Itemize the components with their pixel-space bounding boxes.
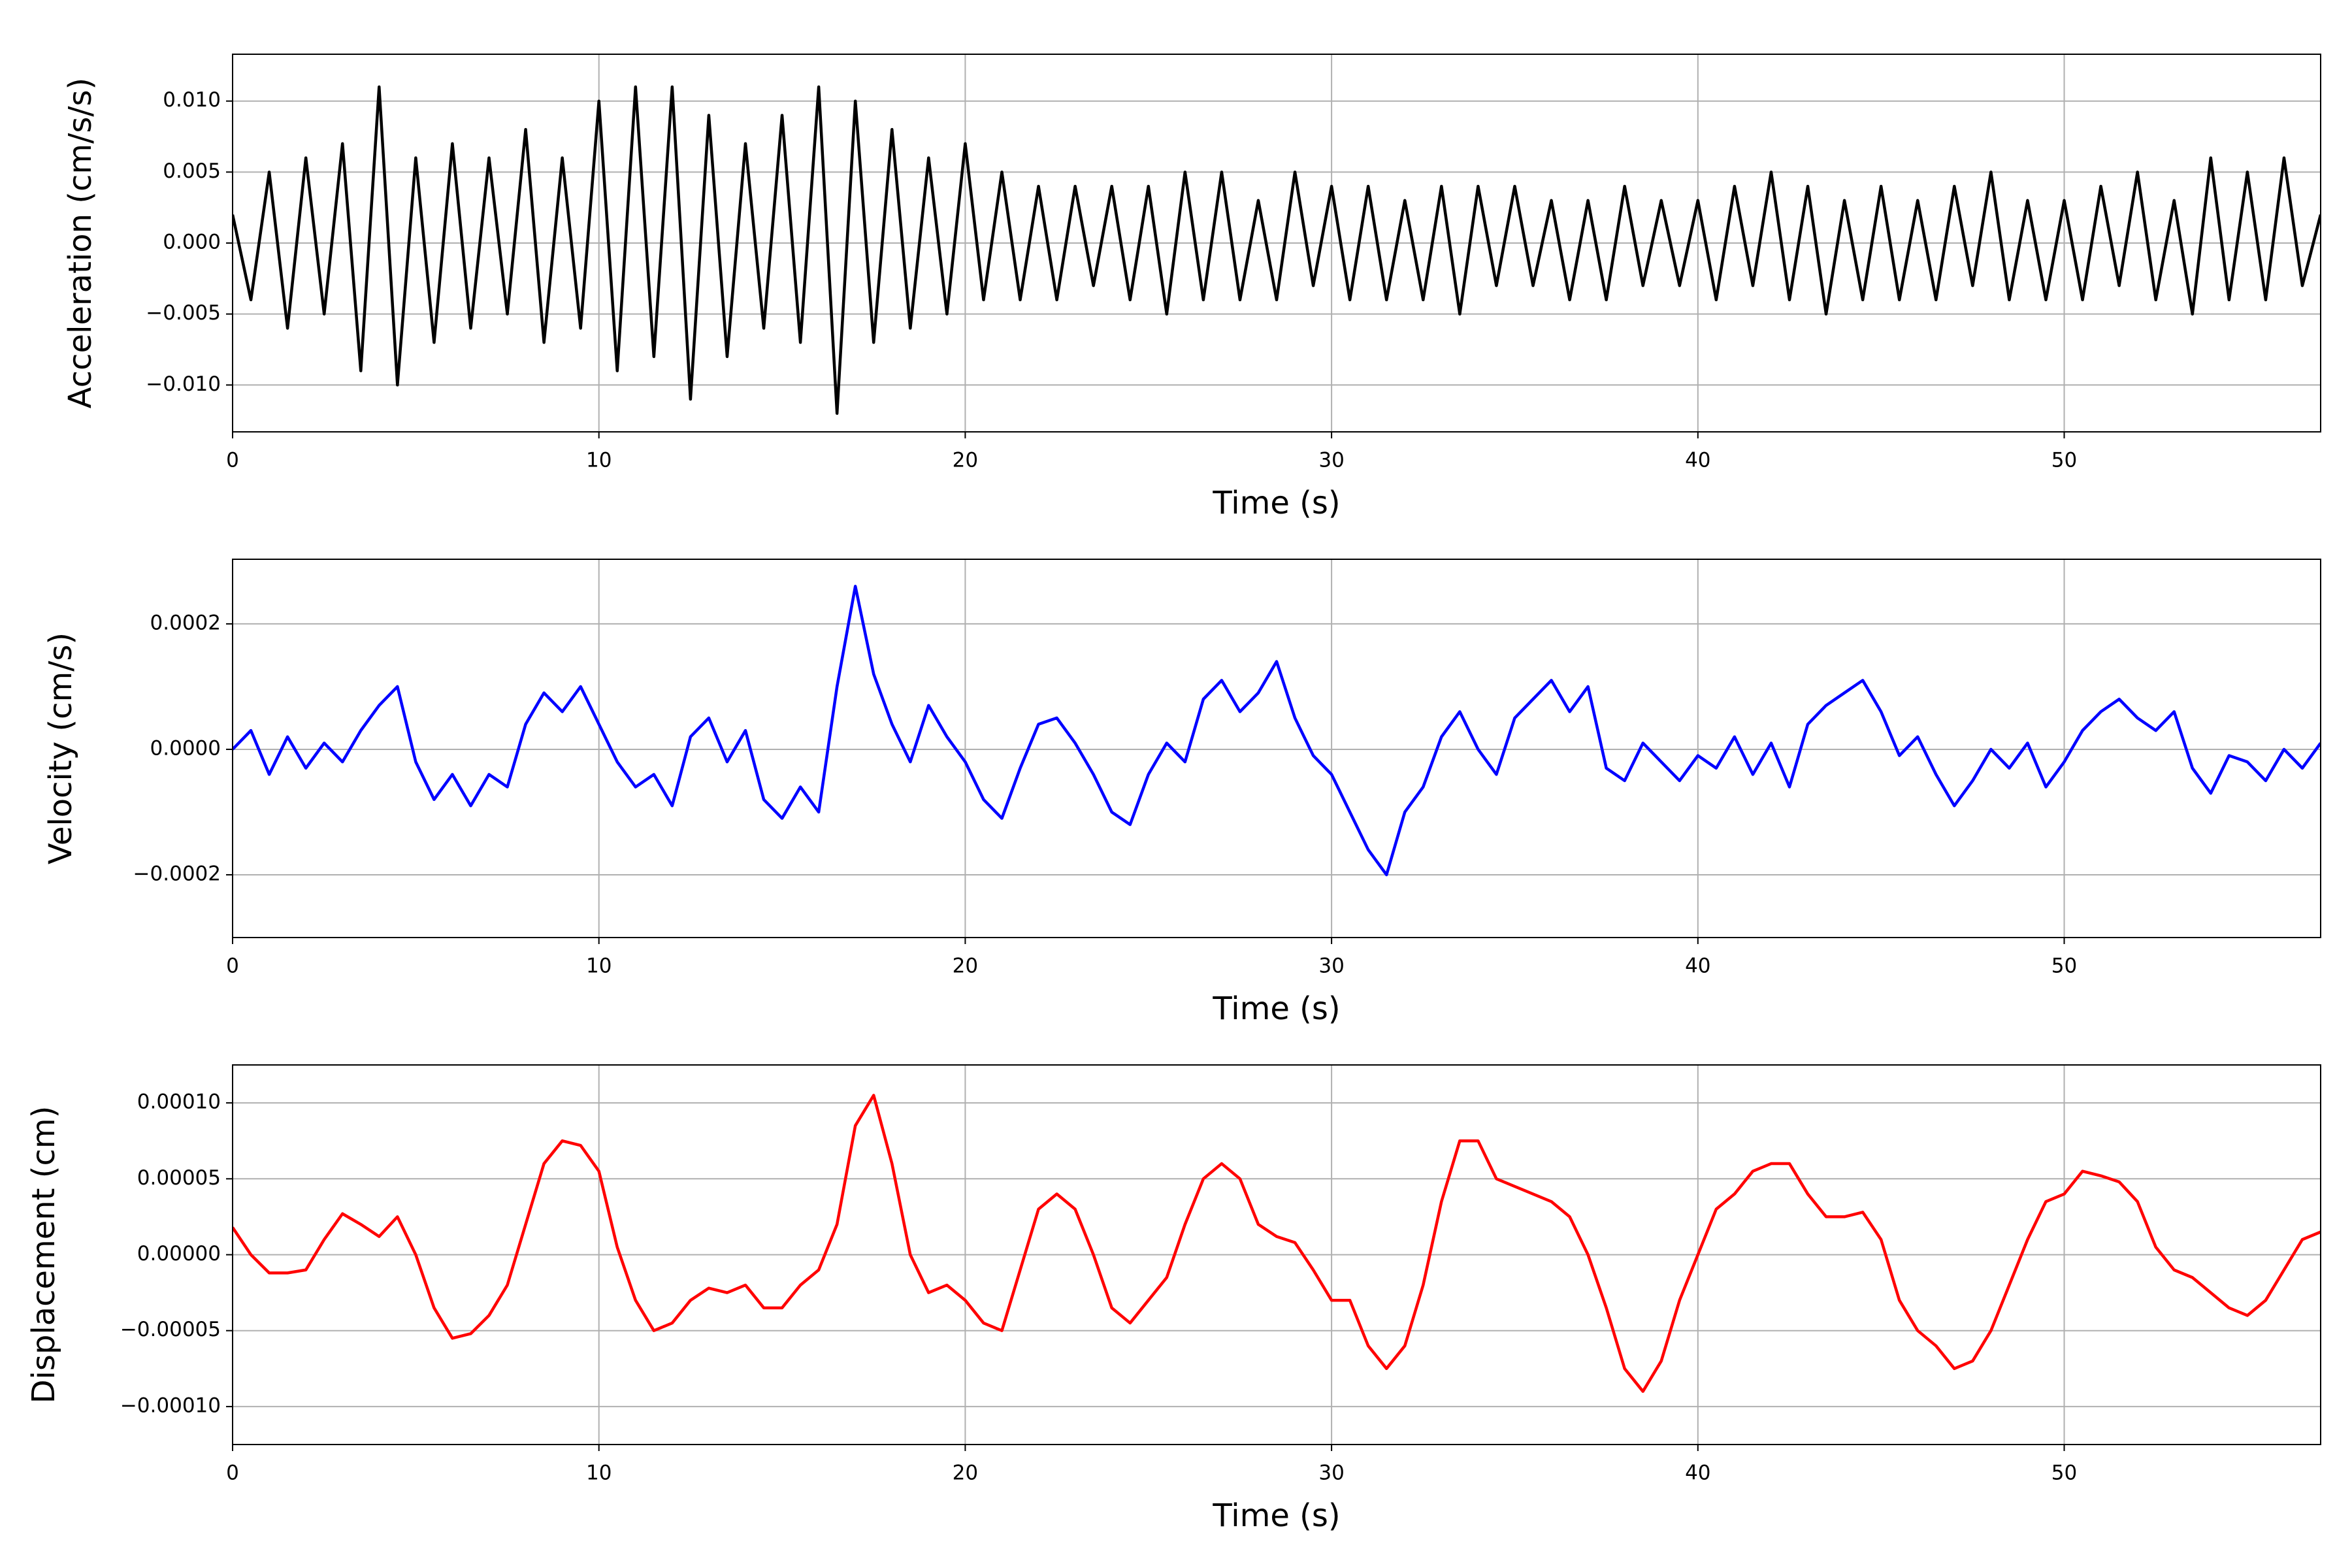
y-tick-label: 0.0002 (150, 611, 221, 634)
x-tick-label: 20 (953, 449, 978, 472)
x-tick-label: 30 (1318, 1462, 1344, 1485)
x-tick-label: 30 (1318, 449, 1344, 472)
x-tick-label: 50 (2051, 449, 2077, 472)
y-tick-label: 0.00005 (137, 1166, 221, 1190)
y-axis-label: Displacement (cm) (25, 1106, 62, 1404)
y-tick-label: 0.0000 (150, 736, 221, 760)
x-tick-label: 40 (1685, 1462, 1710, 1485)
y-tick-label: 0.000 (163, 231, 221, 254)
y-tick-label: 0.005 (163, 159, 221, 183)
y-tick-label: −0.005 (146, 301, 221, 325)
x-tick-label: 10 (586, 1462, 612, 1485)
x-tick-label: 30 (1318, 955, 1344, 978)
y-tick-label: −0.00005 (120, 1318, 221, 1341)
x-tick-label: 20 (953, 1462, 978, 1485)
series-line (233, 585, 2321, 877)
subplot: 0 10 20 30 40 50 −0.00010 −0.00005 0.00000 0.0000… (25, 1064, 2321, 1534)
y-axis-label: Velocity (cm/s) (42, 632, 79, 864)
x-tick-label: 20 (953, 955, 978, 978)
y-axis-label: Acceleration (cm/s/s) (62, 78, 99, 408)
series-line (233, 1094, 2321, 1393)
y-tick-label: −0.0002 (133, 862, 221, 885)
x-tick-label: 0 (226, 1462, 239, 1485)
x-tick-label: 40 (1685, 449, 1710, 472)
x-tick-label: 40 (1685, 955, 1710, 978)
y-tick-label: −0.010 (146, 372, 221, 396)
x-tick-label: 0 (226, 955, 239, 978)
x-axis-label: Time (s) (1212, 1497, 1340, 1534)
x-tick-label: 10 (586, 955, 612, 978)
series-line (233, 85, 2321, 415)
subplot: 0 10 20 30 40 50 −0.010 −0.005 0.000 0.005 0.010 Ti… (62, 54, 2321, 521)
y-tick-label: −0.00010 (120, 1394, 221, 1417)
y-tick-label: 0.00010 (137, 1090, 221, 1114)
axes-frame (232, 559, 2321, 938)
y-tick-label: 0.010 (163, 88, 221, 112)
x-axis-label: Time (s) (1212, 485, 1340, 521)
x-tick-label: 50 (2051, 955, 2077, 978)
x-axis-label: Time (s) (1212, 990, 1340, 1027)
x-tick-label: 10 (586, 449, 612, 472)
x-tick-label: 0 (226, 449, 239, 472)
axes-frame (232, 54, 2321, 433)
y-tick-label: 0.00000 (137, 1242, 221, 1266)
subplot: 0 10 20 30 40 50 −0.0002 0.0000 0.0002 Time (s) Ve… (42, 559, 2321, 1027)
axes-frame (232, 1064, 2321, 1445)
x-tick-label: 50 (2051, 1462, 2077, 1485)
